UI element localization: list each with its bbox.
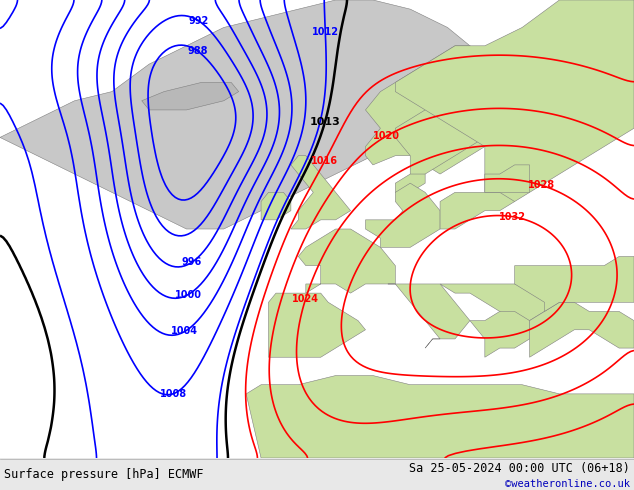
Text: 1008: 1008	[160, 389, 187, 398]
Text: 1020: 1020	[373, 131, 401, 141]
Polygon shape	[396, 64, 545, 183]
Text: 1012: 1012	[312, 27, 339, 37]
Text: Sa 25-05-2024 00:00 UTC (06+18): Sa 25-05-2024 00:00 UTC (06+18)	[409, 462, 630, 474]
Polygon shape	[396, 174, 425, 193]
Text: 1013: 1013	[309, 117, 340, 127]
Text: 996: 996	[181, 257, 202, 268]
Text: 992: 992	[188, 16, 209, 25]
Polygon shape	[485, 165, 529, 193]
Polygon shape	[261, 193, 291, 220]
Polygon shape	[246, 375, 634, 458]
Text: 1004: 1004	[171, 326, 198, 337]
Polygon shape	[440, 284, 559, 320]
Polygon shape	[142, 82, 238, 110]
Polygon shape	[291, 156, 351, 229]
Text: ©weatheronline.co.uk: ©weatheronline.co.uk	[505, 479, 630, 489]
Text: 1032: 1032	[500, 212, 526, 221]
Text: 1016: 1016	[311, 156, 338, 166]
Text: Surface pressure [hPa] ECMWF: Surface pressure [hPa] ECMWF	[4, 467, 204, 481]
Text: 988: 988	[187, 46, 208, 56]
Text: 1000: 1000	[174, 290, 202, 299]
Text: 1028: 1028	[528, 180, 555, 190]
Polygon shape	[388, 284, 470, 348]
Polygon shape	[440, 193, 515, 229]
Polygon shape	[365, 183, 440, 247]
Polygon shape	[396, 0, 634, 201]
Polygon shape	[529, 302, 634, 357]
Polygon shape	[365, 46, 559, 174]
Text: 1024: 1024	[292, 294, 319, 304]
Polygon shape	[0, 0, 470, 229]
Polygon shape	[299, 229, 396, 293]
Polygon shape	[269, 293, 365, 357]
Polygon shape	[470, 312, 529, 357]
Polygon shape	[515, 256, 634, 312]
